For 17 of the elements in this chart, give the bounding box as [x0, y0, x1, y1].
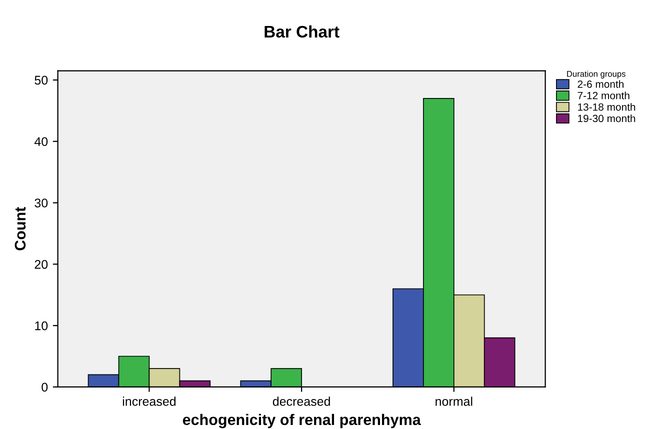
x-axis-title: echogenicity of renal parenhyma	[182, 414, 421, 428]
x-tick-label: normal	[436, 396, 472, 406]
y-tick-label: 30	[34, 198, 48, 208]
y-tick-label: 40	[34, 137, 48, 146]
y-tick-label: 20	[34, 260, 48, 269]
y-tick-label: 10	[35, 321, 48, 330]
legend-label: 19-30 month	[578, 114, 636, 122]
x-tick-label: decreased	[272, 396, 330, 406]
legend-label: 13-18 month	[578, 103, 636, 111]
legend-title: Duration groups	[567, 70, 626, 78]
legend-label: 7-12 month	[578, 92, 630, 100]
legend-label: 2-6 month	[578, 80, 624, 88]
y-axis-title: Count	[14, 207, 26, 250]
chart-title: Bar Chart	[264, 25, 340, 38]
y-tick-label: 0	[42, 382, 48, 392]
y-tick-label: 50	[34, 76, 48, 85]
x-tick-label: increased	[122, 396, 176, 406]
